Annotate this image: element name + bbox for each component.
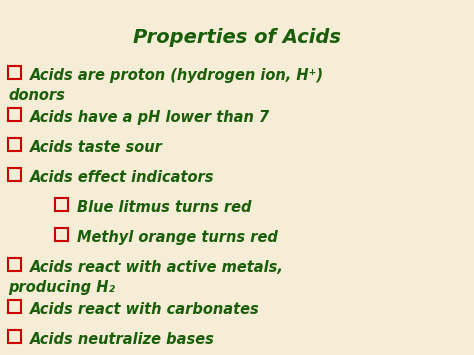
- Text: Properties of Acids: Properties of Acids: [133, 28, 341, 47]
- Text: Blue litmus turns red: Blue litmus turns red: [77, 200, 252, 215]
- Bar: [8, 258, 21, 271]
- Bar: [55, 198, 68, 211]
- Text: donors: donors: [8, 88, 65, 103]
- Text: producing H₂: producing H₂: [8, 280, 115, 295]
- Text: Acids effect indicators: Acids effect indicators: [30, 170, 215, 185]
- Text: Methyl orange turns red: Methyl orange turns red: [77, 230, 278, 245]
- Text: Acids react with active metals,: Acids react with active metals,: [30, 260, 284, 275]
- Text: Acids neutralize bases: Acids neutralize bases: [30, 332, 215, 347]
- Bar: [55, 228, 68, 241]
- Text: Acids react with carbonates: Acids react with carbonates: [30, 302, 260, 317]
- Bar: [8, 138, 21, 151]
- Bar: [8, 66, 21, 79]
- Text: Acids are proton (hydrogen ion, H⁺): Acids are proton (hydrogen ion, H⁺): [30, 68, 324, 83]
- Bar: [8, 108, 21, 121]
- Bar: [8, 168, 21, 181]
- Text: Acids have a pH lower than 7: Acids have a pH lower than 7: [30, 110, 270, 125]
- Text: Acids taste sour: Acids taste sour: [30, 140, 163, 155]
- Bar: [8, 330, 21, 343]
- Bar: [8, 300, 21, 313]
